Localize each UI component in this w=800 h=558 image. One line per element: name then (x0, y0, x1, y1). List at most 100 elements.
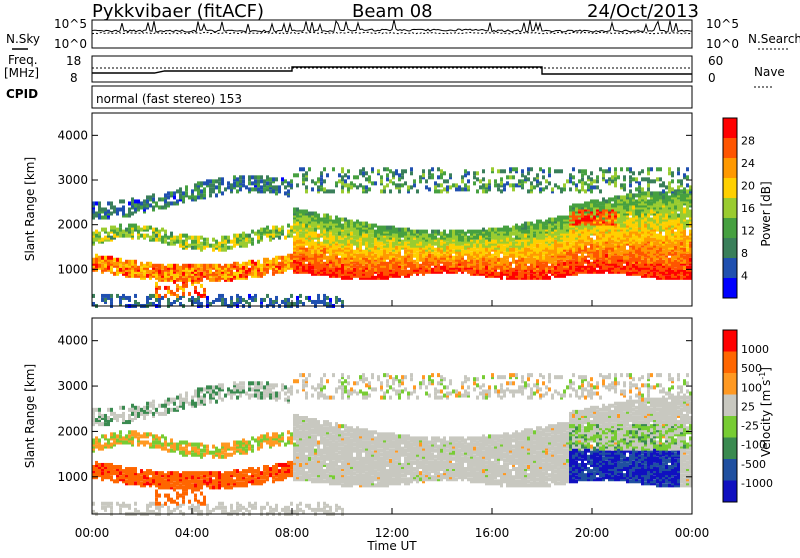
power-cell (509, 248, 512, 252)
power-cell (626, 250, 629, 254)
power-cell (512, 242, 515, 246)
power-cell (521, 242, 524, 246)
power-cell (647, 187, 650, 191)
power-cell (251, 272, 254, 276)
power-cell (371, 238, 374, 242)
power-cell (143, 234, 146, 238)
power-cell (686, 244, 689, 248)
power-cell (131, 197, 134, 201)
power-cell (134, 274, 137, 278)
power-cell (383, 226, 386, 230)
power-cell (500, 169, 503, 173)
power-cell (140, 228, 143, 232)
power-cell (365, 177, 368, 181)
power-cell (317, 250, 320, 254)
power-cell (134, 300, 137, 304)
power-cell (683, 260, 686, 264)
power-cell (509, 183, 512, 187)
power-cell (236, 298, 239, 302)
power-cell (551, 218, 554, 222)
power-cell (266, 294, 269, 298)
power-cell (242, 262, 245, 266)
power-cell (602, 173, 605, 177)
power-cell (215, 298, 218, 302)
power-cell (623, 175, 626, 179)
power-cell (305, 296, 308, 300)
power-cell (230, 302, 233, 306)
power-cell (329, 298, 332, 302)
date-title: 24/Oct/2013 (587, 1, 699, 22)
power-cell (341, 254, 344, 258)
power-cell (479, 236, 482, 240)
power-cell (290, 226, 293, 230)
power-cell (155, 234, 158, 238)
power-cell (224, 264, 227, 268)
power-cell (668, 252, 671, 256)
power-cell (659, 191, 662, 195)
power-cell (131, 212, 134, 216)
power-cell (611, 175, 614, 179)
power-cell (575, 203, 578, 207)
power-cell (593, 185, 596, 189)
power-cell (308, 167, 311, 171)
power-cell (341, 300, 344, 304)
power-cell (233, 175, 236, 179)
power-cell (668, 210, 671, 214)
power-cell (188, 244, 191, 248)
power-cell (590, 207, 593, 211)
power-cell (242, 298, 245, 302)
power-cell (461, 250, 464, 254)
power-cell (158, 286, 161, 290)
power-cell (485, 258, 488, 262)
power-cell (266, 268, 269, 272)
power-cell (404, 242, 407, 246)
power-cell (596, 222, 599, 226)
power-cell (293, 260, 296, 264)
power-cell (446, 179, 449, 183)
power-cell (305, 189, 308, 193)
power-cell (668, 181, 671, 185)
power-cell (629, 189, 632, 193)
power-cell (407, 234, 410, 238)
power-cell (527, 248, 530, 252)
power-cell (179, 193, 182, 197)
power-cell (113, 234, 116, 238)
power-cell (326, 189, 329, 193)
power-cell (518, 226, 521, 230)
power-cell (116, 258, 119, 262)
power-cell (125, 228, 128, 232)
power-cell (335, 296, 338, 300)
power-cell (647, 183, 650, 187)
power-cell (134, 199, 137, 203)
power-cell (536, 183, 539, 187)
power-cell (659, 201, 662, 205)
power-cell (242, 266, 245, 270)
power-cell (125, 260, 128, 264)
power-cell (488, 228, 491, 232)
power-cell (398, 228, 401, 232)
power-cell (191, 240, 194, 244)
power-cell (401, 169, 404, 173)
power-cell (431, 167, 434, 171)
power-cell (302, 302, 305, 306)
power-cell (521, 169, 524, 173)
power-cell (551, 258, 554, 262)
power-cell (446, 185, 449, 189)
power-cell (368, 234, 371, 238)
power-cell (248, 294, 251, 298)
power-cell (209, 278, 212, 282)
power-cell (155, 201, 158, 205)
power-cell (191, 246, 194, 250)
power-cell (299, 167, 302, 171)
power-cell (293, 207, 296, 211)
power-cell (533, 248, 536, 252)
power-cell (101, 294, 104, 298)
power-cell (440, 232, 443, 236)
power-cell (260, 189, 263, 193)
power-cell (428, 234, 431, 238)
power-cell (209, 193, 212, 197)
power-cell (239, 274, 242, 278)
power-cell (455, 256, 458, 260)
power-cell (146, 262, 149, 266)
noise-axis-top-left: 10^5 (54, 17, 87, 31)
